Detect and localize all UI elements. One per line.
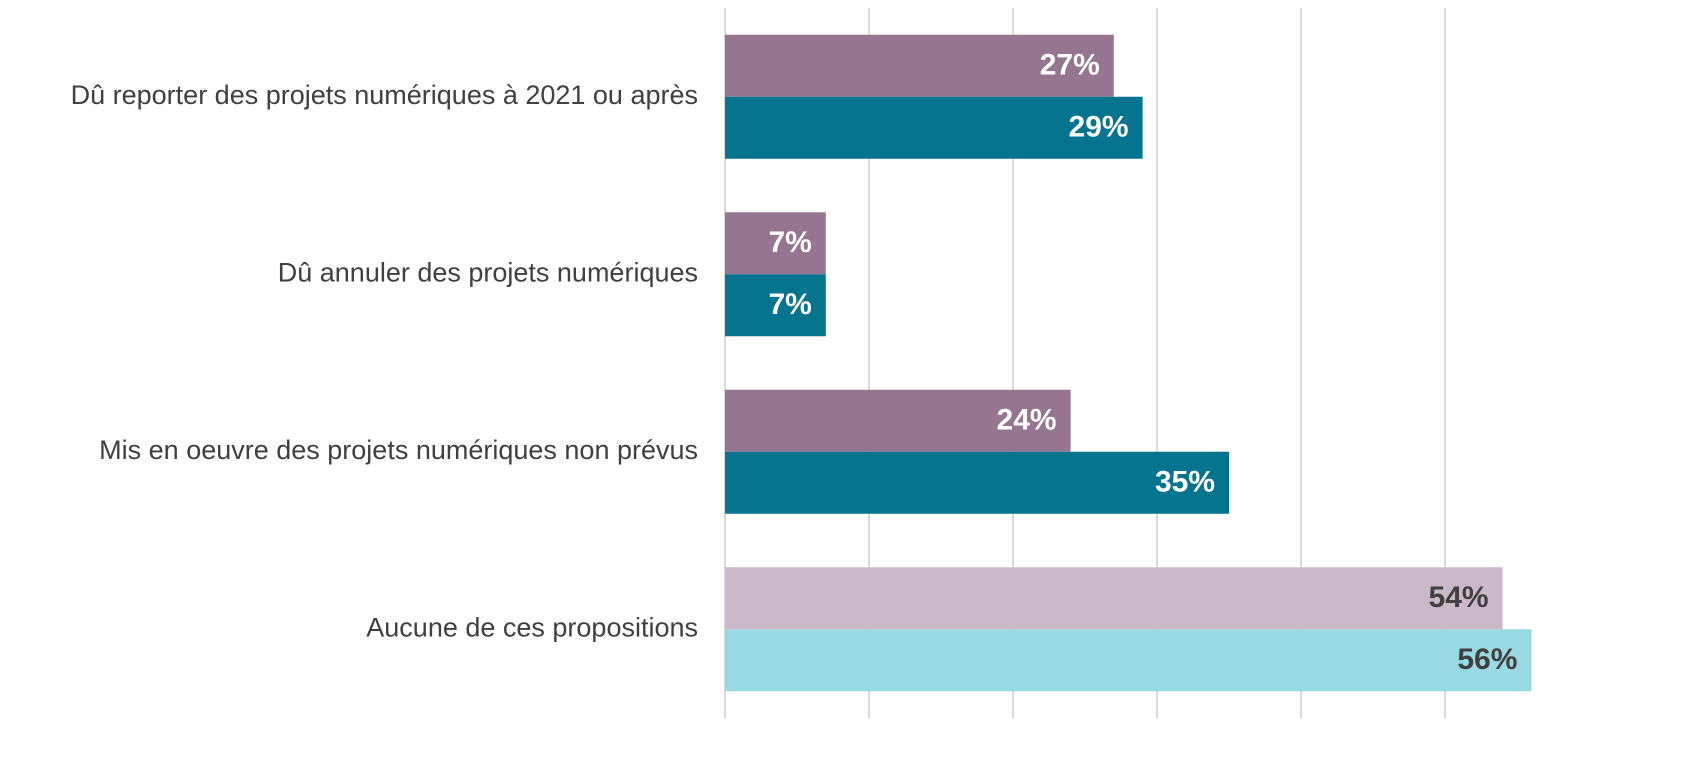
category-label: Dû annuler des projets numériques — [278, 257, 698, 287]
data-label: 35% — [1155, 466, 1215, 499]
data-label: 54% — [1429, 581, 1489, 614]
bar — [725, 389, 1071, 452]
data-label: 7% — [768, 226, 811, 259]
bar — [725, 629, 1532, 692]
bar — [725, 274, 826, 337]
category-label: Dû reporter des projets numériques à 202… — [71, 80, 698, 110]
bar — [725, 96, 1143, 159]
data-label: 27% — [1040, 49, 1100, 82]
bar — [725, 451, 1229, 514]
bar — [725, 212, 826, 275]
data-label: 24% — [997, 404, 1057, 437]
data-label: 56% — [1457, 643, 1517, 676]
bar — [725, 34, 1114, 97]
bar — [725, 567, 1503, 630]
data-label: 29% — [1069, 111, 1129, 144]
category-label: Aucune de ces propositions — [366, 612, 698, 642]
category-label: Mis en oeuvre des projets numériques non… — [99, 435, 698, 465]
data-label: 7% — [768, 288, 811, 321]
